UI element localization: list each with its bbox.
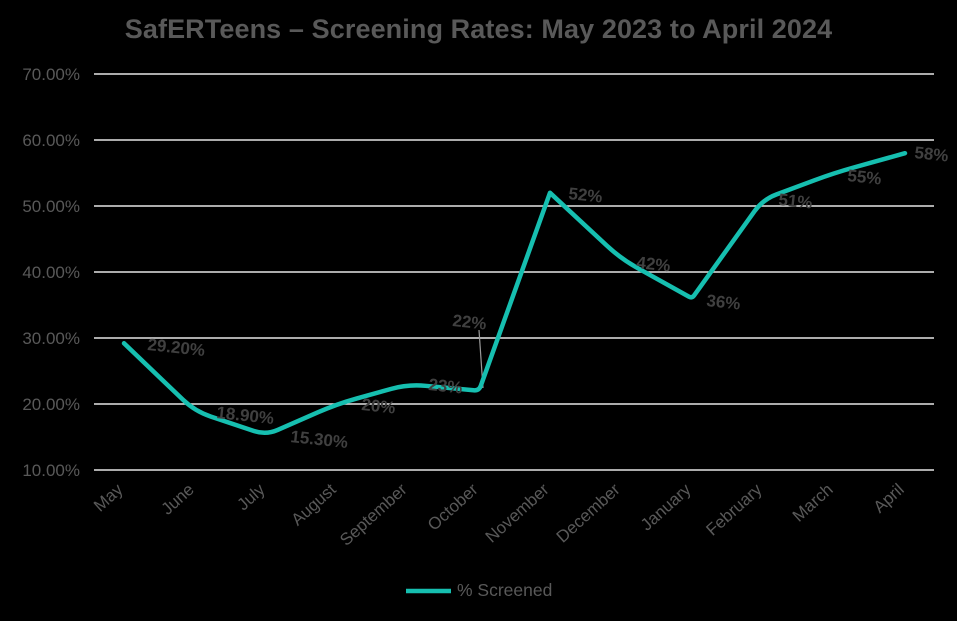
svg-text:51%: 51% (778, 190, 814, 212)
svg-text:29.20%: 29.20% (147, 335, 206, 360)
svg-text:July: July (233, 480, 269, 515)
svg-text:40.00%: 40.00% (22, 263, 80, 282)
svg-text:January: January (637, 480, 695, 535)
svg-text:23%: 23% (428, 375, 464, 397)
svg-text:20%: 20% (361, 395, 397, 417)
svg-text:March: March (789, 480, 837, 526)
svg-text:May: May (90, 480, 127, 516)
svg-text:30.00%: 30.00% (22, 329, 80, 348)
svg-text:June: June (158, 480, 198, 519)
svg-text:36%: 36% (706, 291, 742, 313)
svg-text:42%: 42% (636, 253, 672, 275)
svg-text:April: April (870, 480, 908, 517)
svg-text:15.30%: 15.30% (290, 427, 349, 452)
svg-text:August: August (288, 480, 340, 530)
svg-text:52%: 52% (568, 184, 604, 206)
svg-text:60.00%: 60.00% (22, 131, 80, 150)
svg-text:December: December (553, 480, 624, 547)
svg-text:20.00%: 20.00% (22, 395, 80, 414)
svg-text:58%: 58% (914, 143, 950, 165)
svg-text:22%: 22% (452, 311, 488, 333)
svg-text:70.00%: 70.00% (22, 65, 80, 84)
svg-text:55%: 55% (847, 166, 883, 188)
svg-text:18.90%: 18.90% (216, 403, 275, 428)
svg-text:November: November (482, 480, 553, 547)
svg-text:October: October (424, 480, 482, 535)
svg-text:September: September (336, 480, 411, 550)
svg-text:% Screened: % Screened (457, 580, 552, 600)
svg-text:50.00%: 50.00% (22, 197, 80, 216)
svg-text:10.00%: 10.00% (22, 461, 80, 480)
svg-text:February: February (702, 480, 766, 540)
